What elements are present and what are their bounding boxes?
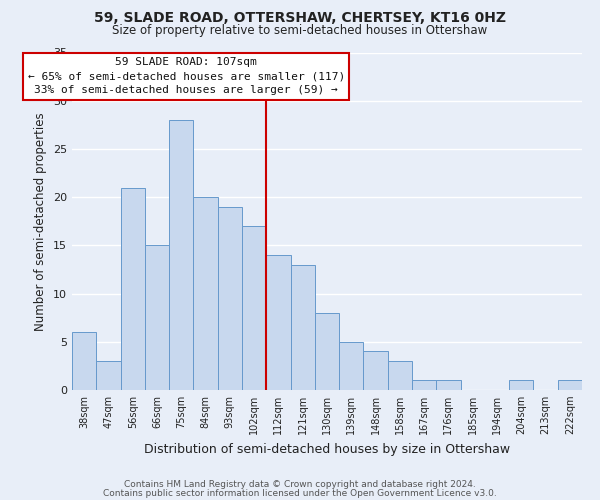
- Bar: [218, 207, 242, 390]
- Text: Size of property relative to semi-detached houses in Ottershaw: Size of property relative to semi-detach…: [112, 24, 488, 37]
- Text: Contains public sector information licensed under the Open Government Licence v3: Contains public sector information licen…: [103, 488, 497, 498]
- Bar: [509, 380, 533, 390]
- Text: 59, SLADE ROAD, OTTERSHAW, CHERTSEY, KT16 0HZ: 59, SLADE ROAD, OTTERSHAW, CHERTSEY, KT1…: [94, 11, 506, 25]
- Bar: [169, 120, 193, 390]
- Bar: [242, 226, 266, 390]
- Text: 59 SLADE ROAD: 107sqm
← 65% of semi-detached houses are smaller (117)
33% of sem: 59 SLADE ROAD: 107sqm ← 65% of semi-deta…: [28, 58, 345, 96]
- Y-axis label: Number of semi-detached properties: Number of semi-detached properties: [34, 112, 47, 330]
- Bar: [96, 361, 121, 390]
- Bar: [558, 380, 582, 390]
- Bar: [72, 332, 96, 390]
- Bar: [364, 352, 388, 390]
- Bar: [121, 188, 145, 390]
- Bar: [315, 313, 339, 390]
- X-axis label: Distribution of semi-detached houses by size in Ottershaw: Distribution of semi-detached houses by …: [144, 442, 510, 456]
- Bar: [290, 264, 315, 390]
- Bar: [412, 380, 436, 390]
- Bar: [266, 255, 290, 390]
- Bar: [339, 342, 364, 390]
- Text: Contains HM Land Registry data © Crown copyright and database right 2024.: Contains HM Land Registry data © Crown c…: [124, 480, 476, 489]
- Bar: [436, 380, 461, 390]
- Bar: [388, 361, 412, 390]
- Bar: [145, 246, 169, 390]
- Bar: [193, 197, 218, 390]
